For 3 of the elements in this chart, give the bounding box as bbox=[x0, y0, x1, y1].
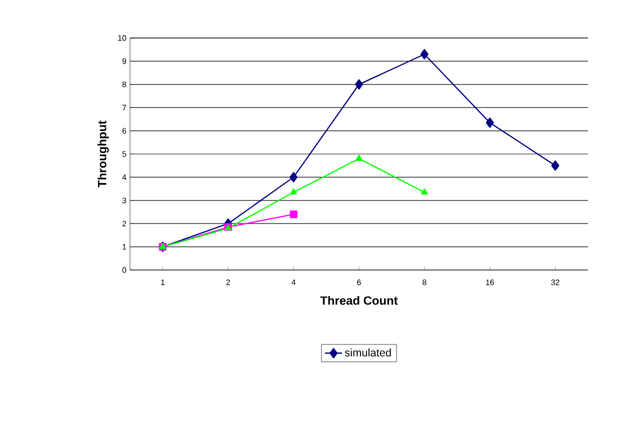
y-axis-title: Throughput bbox=[98, 120, 109, 188]
x-axis-title: Thread Count bbox=[320, 296, 398, 305]
legend-label: simulated bbox=[344, 348, 391, 356]
